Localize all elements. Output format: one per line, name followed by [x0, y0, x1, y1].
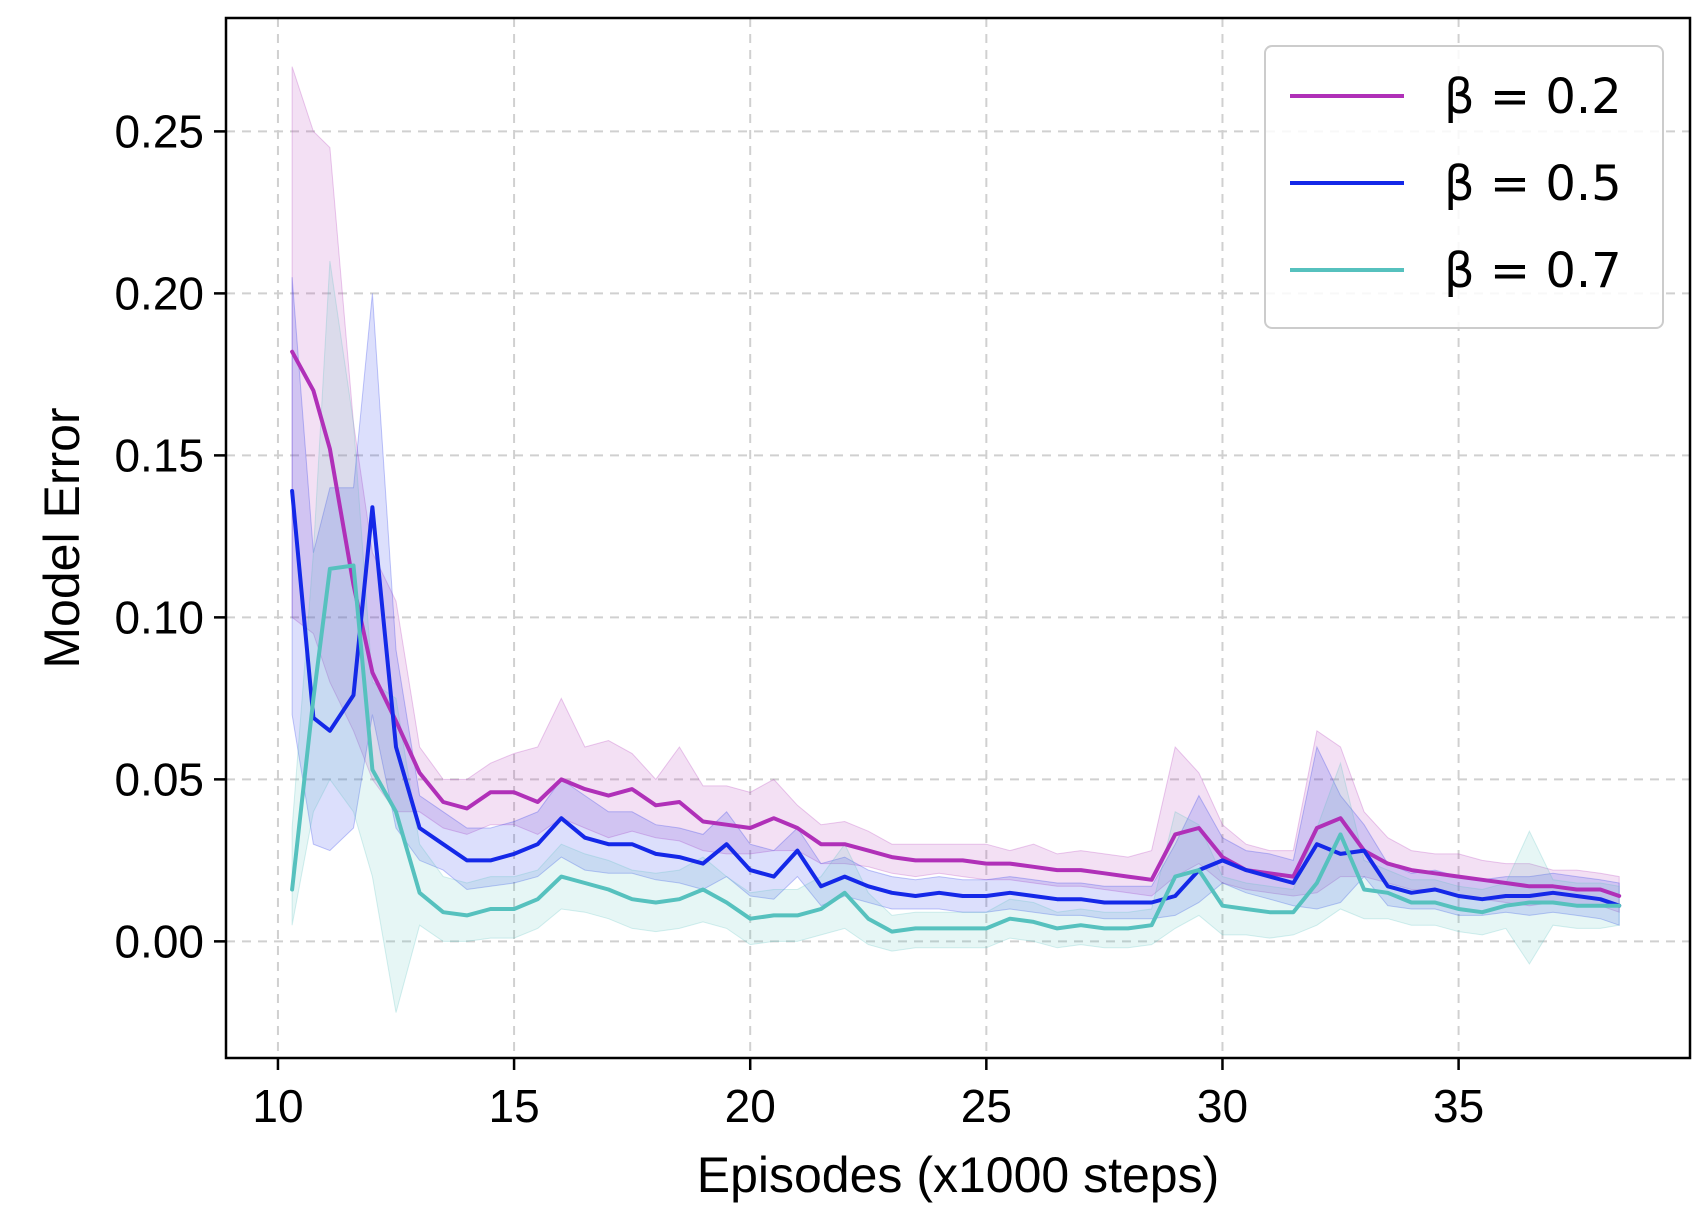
series-line	[290, 489, 1622, 908]
legend-label: β = 0.7	[1444, 243, 1622, 299]
y-tick-label: 0.15	[114, 429, 204, 481]
y-tick-label: 0.20	[114, 267, 204, 319]
legend-item: β = 0.7	[1290, 243, 1622, 299]
x-tick-label: 20	[725, 1080, 776, 1132]
y-tick-label: 0.05	[114, 753, 204, 805]
x-tick-label: 10	[252, 1080, 303, 1132]
confidence-band	[291, 277, 1620, 926]
legend-item: β = 0.5	[1290, 156, 1622, 212]
series-line	[290, 349, 1622, 898]
confidence-band	[291, 66, 1620, 913]
confidence-bands	[291, 66, 1620, 1013]
legend: β = 0.2 β = 0.5 β = 0.7	[1264, 45, 1664, 329]
y-axis-title: Model Error	[34, 407, 90, 668]
x-tick-label: 15	[488, 1080, 539, 1132]
plot-frame	[224, 16, 1692, 1060]
x-axis-title: Episodes (x1000 steps)	[697, 1147, 1220, 1203]
axis-ticks: 10 15 20 25 30 35 0.00 0.05 0.10 0.15 0.20 0.25	[114, 105, 1484, 1132]
y-tick-label: 0.10	[114, 591, 204, 643]
legend-box	[1264, 45, 1664, 329]
y-tick-label: 0.25	[114, 105, 204, 157]
series-lines	[290, 349, 1622, 934]
legend-item: β = 0.2	[1290, 69, 1622, 125]
legend-label: β = 0.2	[1444, 69, 1622, 125]
y-tick-label: 0.00	[114, 915, 204, 967]
legend-label: β = 0.5	[1444, 156, 1622, 212]
confidence-band	[291, 260, 1620, 1013]
x-tick-label: 35	[1433, 1080, 1484, 1132]
x-tick-label: 30	[1197, 1080, 1248, 1132]
x-tick-label: 25	[961, 1080, 1012, 1132]
series-line	[290, 563, 1622, 934]
grid	[226, 18, 1690, 1058]
